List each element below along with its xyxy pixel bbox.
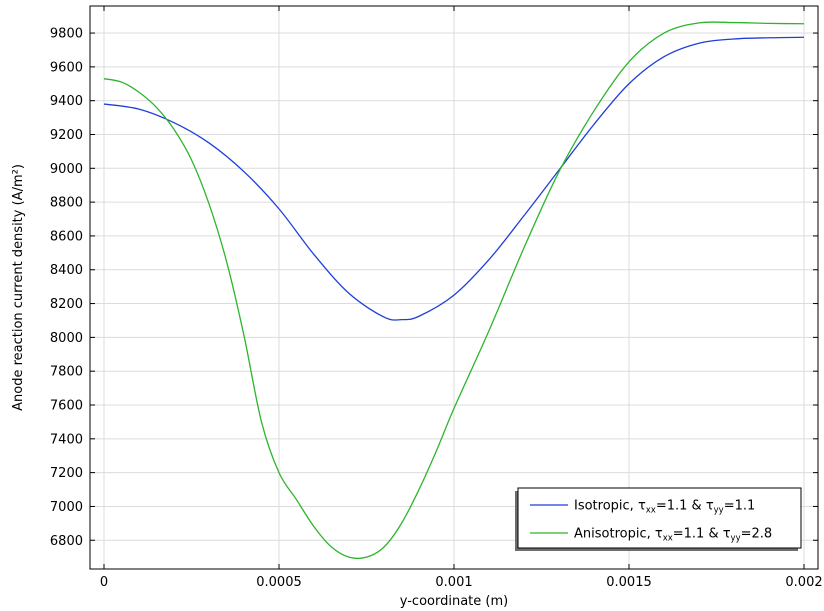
- y-tick-label: 8200: [50, 297, 83, 312]
- grid: [90, 6, 818, 569]
- y-tick-label: 7600: [50, 399, 83, 414]
- y-tick-label: 9600: [50, 60, 83, 75]
- x-tick-label: 0.0015: [606, 575, 652, 590]
- y-tick-labels: 6800 7000 7200 7400 7600 7800 8000 8200 8400 8600…: [50, 27, 83, 549]
- ticks: [90, 6, 818, 569]
- y-tick-label: 7200: [50, 466, 83, 481]
- legend-label-isotropic: Isotropic, τxx=1.1 & τyy=1.1: [574, 499, 755, 516]
- y-tick-label: 8000: [50, 331, 83, 346]
- legend-label-anisotropic: Anisotropic, τxx=1.1 & τyy=2.8: [574, 527, 772, 544]
- y-tick-label: 7000: [50, 500, 83, 515]
- series-lines: [103, 21, 805, 560]
- series-line-isotropic: [103, 36, 805, 321]
- y-tick-label: 9400: [50, 94, 83, 109]
- series-line-anisotropic: [103, 21, 805, 560]
- y-tick-label: 9000: [50, 162, 83, 177]
- y-tick-label: 8600: [50, 229, 83, 244]
- y-tick-label: 7800: [50, 365, 83, 380]
- x-tick-labels: 0 0.0005 0.001 0.0015 0.002: [100, 575, 823, 590]
- legend: Isotropic, τxx=1.1 & τyy=1.1 Anisotropic…: [515, 487, 802, 551]
- x-tick-label: 0.001: [435, 575, 472, 590]
- y-tick-label: 9800: [50, 27, 83, 42]
- x-tick-label: 0: [100, 575, 108, 590]
- x-axis-title: y-coordinate (m): [400, 594, 508, 609]
- y-tick-label: 9200: [50, 128, 83, 143]
- x-tick-label: 0.0005: [256, 575, 302, 590]
- y-tick-label: 6800: [50, 534, 83, 549]
- y-tick-label: 8800: [50, 196, 83, 211]
- y-axis-title: Anode reaction current density (A/m²): [11, 164, 26, 411]
- legend-box: [517, 487, 802, 549]
- y-tick-label: 8400: [50, 263, 83, 278]
- y-tick-label: 7400: [50, 432, 83, 447]
- x-tick-label: 0.002: [785, 575, 822, 590]
